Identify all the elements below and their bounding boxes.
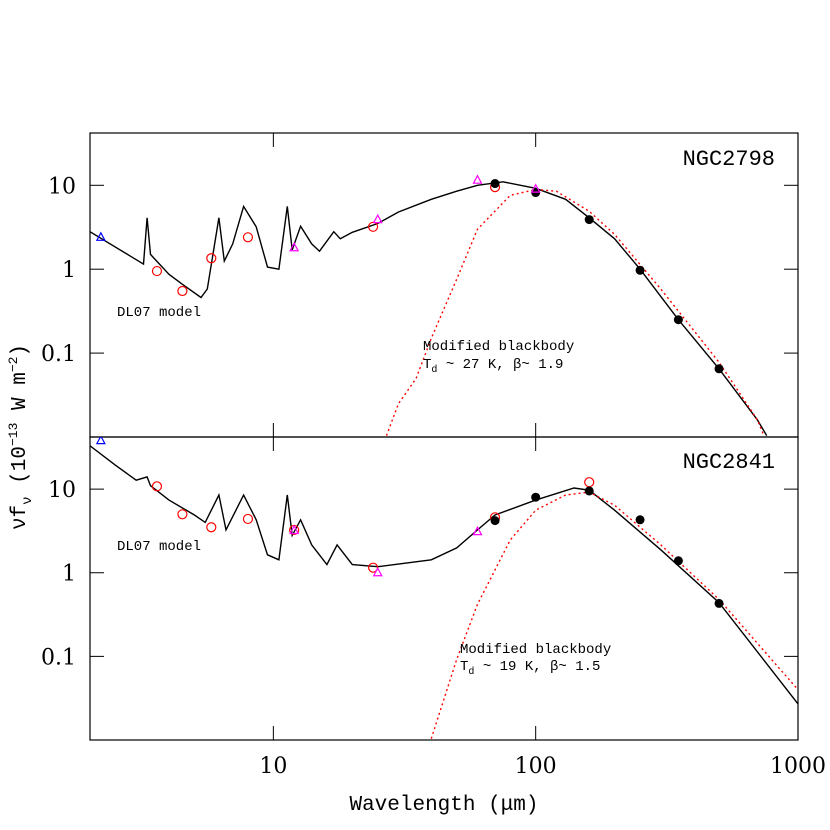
panel-label: NGC2841: [683, 450, 775, 475]
x-axis-label-part: Wavelength (: [349, 794, 500, 817]
data-point: [714, 364, 724, 374]
data-point: [490, 516, 500, 526]
x-tick-label: 10: [259, 754, 287, 779]
data-point: [635, 515, 645, 525]
y-axis-label-part: νf: [9, 505, 32, 530]
x-tick-label: 100: [515, 754, 557, 779]
annotation-part: d: [468, 666, 474, 678]
data-point: [584, 477, 595, 488]
data-point: [472, 174, 483, 184]
y-axis-label-part: ν: [20, 496, 36, 504]
data-point: [472, 525, 483, 536]
y-axis-label-part: −13: [6, 423, 21, 446]
plot-frame: [89, 132, 799, 438]
data-point: [584, 215, 594, 225]
y-axis-label-part: ): [9, 344, 32, 357]
x-axis-label-part: ): [526, 794, 539, 817]
annotation-part: ~ 27 K, β~ 1.9: [437, 357, 563, 373]
data-point: [673, 315, 683, 325]
data-point: [151, 481, 163, 492]
data-point: [372, 566, 383, 577]
data-point: [95, 231, 106, 241]
annotation: Td ~ 27 K, β~ 1.9: [423, 357, 563, 376]
blackbody-line: [430, 491, 798, 739]
annotation-part: T: [460, 659, 468, 675]
annotation: Td ~ 19 K, β~ 1.5: [460, 659, 600, 678]
data-point: [151, 265, 163, 277]
y-axis-label-part: (10: [9, 446, 32, 496]
data-point: [177, 509, 188, 520]
data-point: [367, 221, 379, 232]
data-point: [673, 556, 683, 566]
data-point: [714, 598, 724, 608]
data-point: [177, 285, 188, 297]
data-point: [242, 232, 254, 243]
annotation-part: T: [423, 357, 431, 373]
panel-label: NGC2798: [683, 147, 775, 172]
model-line: [90, 445, 798, 705]
data-point: [372, 213, 383, 224]
data-point: [635, 265, 645, 275]
data-point: [530, 183, 541, 193]
x-tick-label: 1000: [770, 754, 826, 779]
y-axis-label: νfν (10−13 W m−2): [6, 344, 36, 530]
annotation: DL07 model: [117, 539, 201, 555]
annotation: Modified blackbody: [460, 642, 611, 658]
data-point: [289, 524, 300, 535]
data-point: [95, 437, 106, 445]
model-line: [90, 181, 768, 436]
annotation-part: ~ 19 K, β~ 1.5: [474, 659, 600, 675]
blackbody-line: [385, 188, 765, 436]
data-point: [242, 513, 254, 525]
y-tick-label: 1: [62, 562, 76, 587]
y-tick-label: 1: [62, 258, 76, 283]
x-axis-label: Wavelength (μm): [349, 794, 538, 817]
y-tick-label: 0.1: [41, 342, 76, 367]
data-point: [584, 486, 594, 496]
plot-frame: [89, 436, 799, 741]
data-point: [531, 492, 541, 502]
data-point: [206, 253, 217, 264]
data-point: [289, 242, 300, 252]
annotation: Modified blackbody: [423, 339, 574, 355]
data-point: [206, 522, 217, 533]
annotation-part: d: [431, 364, 437, 376]
y-axis-label-part: W m: [9, 372, 32, 422]
annotation: DL07 model: [117, 305, 201, 321]
x-axis-label-part: μm: [501, 794, 526, 817]
y-tick-label: 10: [48, 174, 76, 199]
y-tick-label: 10: [48, 478, 76, 503]
plot-area: [90, 437, 798, 739]
y-tick-label: 0.1: [41, 645, 76, 670]
plot-area: [90, 174, 768, 436]
y-axis-label-part: −2: [6, 357, 21, 373]
data-point: [490, 179, 500, 189]
